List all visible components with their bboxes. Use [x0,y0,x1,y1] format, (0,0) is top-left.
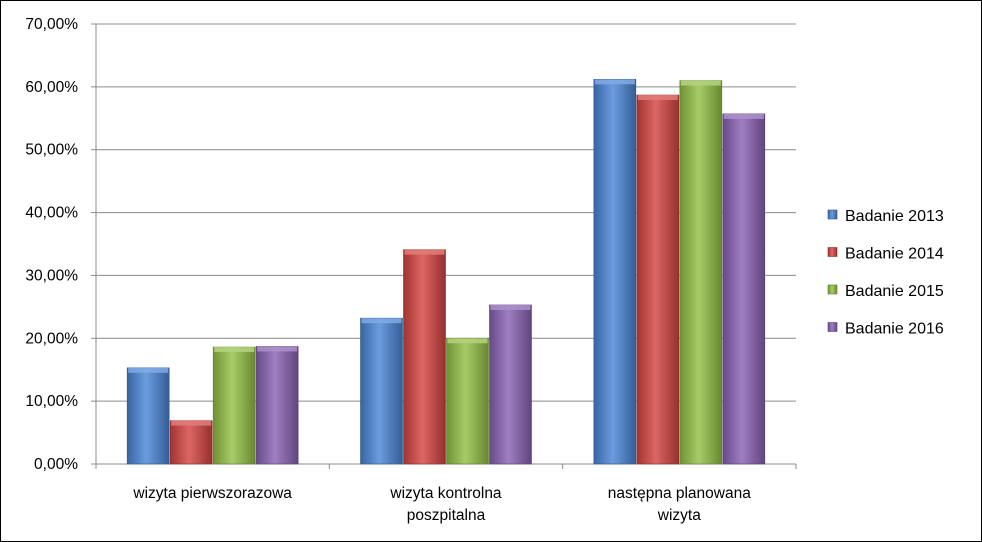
bar [636,94,680,465]
bar-cap [214,347,255,353]
y-tick-label: 40,00% [25,205,78,222]
y-tick-label: 20,00% [25,330,78,347]
legend-swatch [827,247,838,257]
x-category-label: następna planowana [608,485,751,502]
bar-cap [490,304,531,310]
bar-cap [723,113,764,119]
bars [126,79,766,465]
y-tick-label: 70,00% [25,16,78,33]
bar [722,113,766,465]
legend-label: Badanie 2016 [845,321,944,338]
bar-cap [404,249,445,255]
x-category-label: wizyta kontrolna [389,485,502,502]
bar [679,80,723,465]
bar [593,79,637,465]
x-category-label: wizyta [657,507,701,524]
legend-label: Badanie 2015 [845,283,944,300]
axes [91,23,797,469]
x-category-label: poszpitalna [407,507,486,524]
bar-cap [594,79,635,85]
bar [126,367,170,465]
bar-cap [637,95,678,101]
bar-cap [171,420,212,426]
bar-cap [680,80,721,86]
bar-cap [361,318,402,324]
legend-swatch [827,322,838,332]
axis-labels: 0,00% 10,00% 20,00% 30,00% 40,00% 50,00% 60,00… [25,16,751,524]
legend-swatch [827,209,838,220]
bar-cap [447,338,488,344]
bar [360,317,403,465]
y-tick-label: 60,00% [25,79,78,96]
y-tick-label: 30,00% [25,267,78,284]
legend: Badanie 2013 Badanie 2014 Badanie 2015 Bada… [827,208,944,338]
bar [169,420,213,465]
bar-cap [257,346,298,352]
bar [403,249,446,465]
bar [446,337,489,465]
bar-cap [128,367,169,373]
gridlines [96,23,796,402]
y-tick-label: 50,00% [25,142,78,159]
x-category-label: wizyta pierwszorazowa [132,485,292,502]
bar [489,304,532,465]
legend-label: Badanie 2013 [845,208,944,225]
legend-swatch [827,284,838,295]
y-tick-label: 0,00% [34,456,78,473]
bar [212,346,256,465]
legend-label: Badanie 2014 [845,246,944,263]
bar [255,346,299,465]
y-tick-label: 10,00% [25,393,78,410]
